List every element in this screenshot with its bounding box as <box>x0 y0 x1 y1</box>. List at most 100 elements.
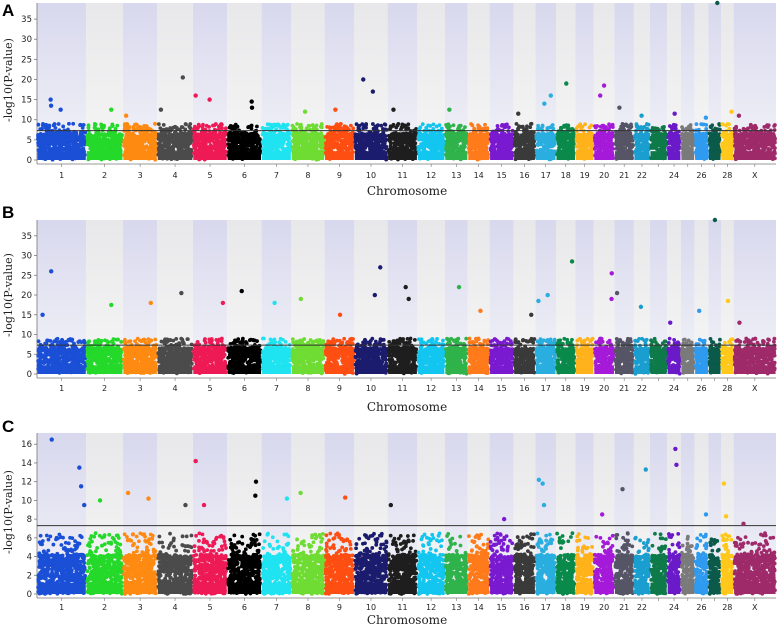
snp-point <box>315 124 319 128</box>
snp-point <box>93 139 97 143</box>
snp-point <box>329 146 333 150</box>
snp-point <box>165 135 169 139</box>
y-tick-label: 10 <box>21 116 32 126</box>
snp-point <box>285 147 289 151</box>
snp-point <box>385 145 389 149</box>
snp-point <box>524 133 528 137</box>
snp-point <box>477 142 481 146</box>
snp-density-block <box>490 151 513 160</box>
snp-point <box>405 145 409 149</box>
snp-point <box>482 143 486 147</box>
snp-point <box>560 139 564 143</box>
snp-point <box>423 138 427 142</box>
snp-point <box>244 137 248 141</box>
snp-point <box>388 148 392 152</box>
snp-point <box>118 146 122 150</box>
snp-point <box>180 125 184 129</box>
snp-point <box>393 135 397 139</box>
snp-point <box>77 143 81 147</box>
snp-point <box>161 138 165 142</box>
snp-point <box>356 133 360 137</box>
snp-point <box>153 140 157 144</box>
snp-point <box>169 140 173 144</box>
snp-point <box>52 143 56 147</box>
snp-point <box>102 141 106 145</box>
snp-point <box>564 140 568 144</box>
snp-point <box>380 140 384 144</box>
snp-point <box>148 136 152 140</box>
snp-point <box>107 134 111 138</box>
snp-point <box>311 133 315 137</box>
snp-point <box>430 133 434 137</box>
snp-point <box>327 136 331 140</box>
snp-point <box>61 125 65 129</box>
snp-point <box>345 130 349 134</box>
snp-point <box>362 136 366 140</box>
snp-point <box>565 125 569 129</box>
snp-point <box>183 131 187 135</box>
snp-point <box>349 124 353 128</box>
snp-point <box>454 139 458 143</box>
snp-point <box>61 147 65 151</box>
snp-point <box>407 137 411 141</box>
snp-point <box>204 135 208 139</box>
snp-point <box>404 131 408 135</box>
snp-point <box>492 146 496 150</box>
y-tick-label: 25 <box>21 55 32 65</box>
snp-point <box>71 122 75 126</box>
snp-point <box>528 125 532 129</box>
snp-point <box>172 138 176 142</box>
snp-point <box>280 132 284 136</box>
snp-point <box>310 141 314 145</box>
snp-point <box>379 124 383 128</box>
snp-point <box>496 137 500 141</box>
snp-point <box>229 124 233 128</box>
snp-point <box>483 139 487 143</box>
snp-point <box>78 123 82 127</box>
snp-point <box>247 125 251 129</box>
snp-point <box>421 122 425 126</box>
snp-point <box>337 135 341 139</box>
snp-point <box>148 128 152 132</box>
snp-point <box>439 147 443 151</box>
snp-point <box>448 141 452 145</box>
snp-point <box>104 148 108 152</box>
snp-point <box>194 143 198 147</box>
snp-point <box>383 138 387 142</box>
snp-density-block <box>87 151 123 160</box>
snp-point <box>396 123 400 127</box>
snp-point <box>404 141 408 145</box>
snp-point <box>499 143 503 147</box>
snp-point <box>314 143 318 147</box>
snp-point <box>358 124 362 128</box>
snp-point <box>417 136 421 140</box>
snp-point <box>94 143 98 147</box>
snp-point <box>200 145 204 149</box>
snp-point <box>517 124 521 128</box>
snp-point <box>427 145 431 149</box>
snp-point <box>529 134 533 138</box>
snp-point <box>46 133 50 137</box>
snp-point <box>438 123 442 127</box>
snp-point <box>295 122 299 126</box>
snp-point <box>220 126 224 130</box>
snp-point <box>111 124 115 128</box>
snp-point <box>292 140 296 144</box>
snp-point <box>324 141 328 145</box>
snp-point <box>536 124 540 128</box>
snp-point <box>255 134 259 138</box>
y-tick-label: 35 <box>21 15 32 25</box>
snp-point <box>361 147 365 151</box>
snp-point <box>463 125 467 129</box>
snp-point <box>181 144 185 148</box>
snp-point <box>524 138 528 142</box>
snp-point <box>63 132 67 136</box>
snp-point <box>399 143 403 147</box>
snp-point <box>541 134 545 138</box>
snp-point <box>376 142 380 146</box>
snp-point <box>348 141 352 145</box>
snp-point <box>357 137 361 141</box>
snp-point <box>90 147 94 151</box>
snp-point <box>244 143 248 147</box>
panel-letter: A <box>2 1 14 20</box>
